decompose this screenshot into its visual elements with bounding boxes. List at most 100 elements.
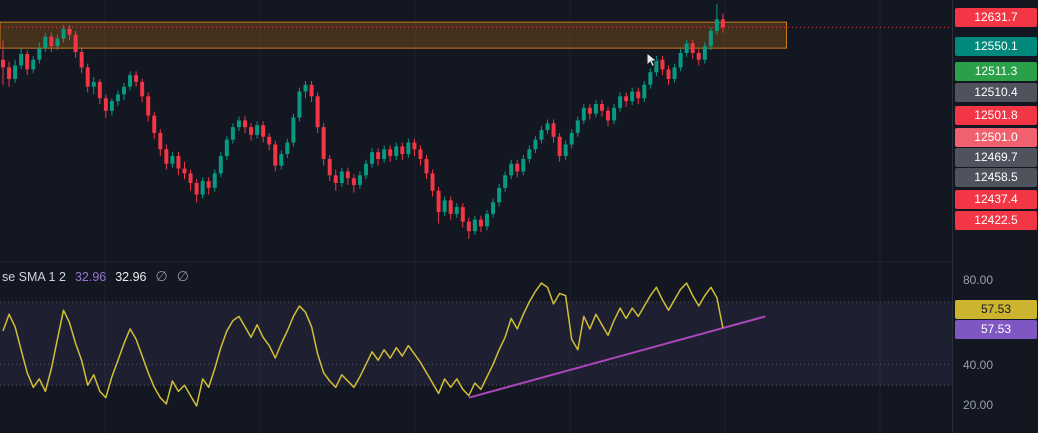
price-axis-label[interactable]: 12437.4 bbox=[955, 190, 1037, 209]
candle bbox=[436, 190, 441, 212]
candle bbox=[424, 158, 429, 174]
candle bbox=[128, 75, 133, 87]
candle bbox=[309, 84, 314, 97]
candle bbox=[7, 67, 12, 79]
candle bbox=[618, 96, 623, 108]
price-axis-label[interactable]: 12631.7 bbox=[955, 8, 1037, 27]
candle bbox=[103, 98, 108, 111]
price-axis-label[interactable]: 12501.0 bbox=[955, 128, 1037, 147]
candle bbox=[690, 43, 695, 53]
candle bbox=[581, 107, 586, 121]
candle bbox=[491, 202, 496, 214]
rsi-axis-tick: 80.00 bbox=[963, 273, 994, 287]
candle bbox=[200, 181, 205, 195]
candle bbox=[642, 84, 647, 99]
candle bbox=[575, 120, 580, 133]
candle bbox=[442, 200, 447, 212]
price-pane[interactable] bbox=[0, 0, 952, 262]
price-axis-label[interactable]: 12550.1 bbox=[955, 37, 1037, 56]
price-axis-label[interactable]: 12422.5 bbox=[955, 211, 1037, 230]
candle bbox=[243, 120, 247, 128]
rsi-pane[interactable] bbox=[0, 262, 952, 433]
candle bbox=[448, 200, 453, 214]
candle bbox=[146, 96, 151, 116]
supply-zone[interactable] bbox=[0, 21, 787, 49]
candle bbox=[315, 96, 320, 128]
candle bbox=[327, 158, 332, 176]
candle bbox=[460, 207, 465, 222]
candle bbox=[255, 125, 260, 135]
candle bbox=[55, 38, 60, 47]
candle bbox=[176, 156, 181, 169]
candle bbox=[503, 175, 508, 188]
candle bbox=[279, 154, 284, 166]
candle bbox=[1, 59, 5, 68]
candle bbox=[134, 75, 139, 82]
candle bbox=[654, 59, 659, 73]
candle bbox=[122, 86, 126, 95]
price-axis-label[interactable]: 12501.8 bbox=[955, 106, 1037, 125]
candle bbox=[79, 52, 84, 68]
empty-set-icon[interactable]: ∅ bbox=[176, 268, 189, 284]
candle bbox=[430, 173, 435, 191]
candle bbox=[73, 34, 78, 53]
candle bbox=[339, 171, 344, 184]
candle bbox=[720, 19, 725, 28]
candle bbox=[400, 146, 405, 155]
candle bbox=[321, 127, 326, 159]
indicator-title[interactable]: se SMA 1 2 bbox=[2, 269, 66, 284]
price-axis-label[interactable]: 12510.4 bbox=[955, 83, 1037, 102]
candle bbox=[230, 127, 235, 140]
candle bbox=[140, 81, 145, 97]
indicator-legend: se SMA 1 2 32.96 32.96 ∅ ∅ bbox=[2, 268, 189, 285]
candle bbox=[684, 43, 689, 53]
candle bbox=[612, 107, 617, 121]
candle bbox=[539, 130, 544, 140]
mouse-cursor-icon bbox=[646, 52, 658, 68]
candle bbox=[97, 81, 102, 99]
candle bbox=[497, 187, 502, 203]
candle bbox=[551, 123, 556, 137]
candle bbox=[630, 91, 635, 102]
indicator-value-secondary: 32.96 bbox=[115, 269, 147, 284]
candle bbox=[563, 144, 568, 157]
rsi-value-badge: 57.53 bbox=[955, 320, 1037, 339]
candle bbox=[394, 146, 399, 157]
candle bbox=[678, 52, 683, 68]
candle bbox=[527, 149, 532, 159]
candle bbox=[218, 156, 223, 174]
candle bbox=[357, 175, 362, 185]
candle bbox=[109, 101, 114, 111]
candle bbox=[376, 152, 381, 159]
price-axis[interactable]: 12631.7 12550.1 12511.3 12510.4 12501.8 12501… bbox=[952, 0, 1038, 433]
price-axis-label[interactable]: 12511.3 bbox=[955, 62, 1037, 81]
candle bbox=[351, 178, 356, 185]
trend-line[interactable] bbox=[468, 315, 766, 399]
candle bbox=[206, 181, 211, 188]
candle bbox=[406, 142, 411, 155]
price-axis-label[interactable]: 12469.7 bbox=[955, 148, 1037, 167]
candle bbox=[224, 139, 229, 157]
candle bbox=[599, 104, 604, 111]
candle bbox=[472, 219, 477, 232]
candle bbox=[158, 132, 163, 150]
candle bbox=[273, 144, 278, 166]
pane-separator[interactable] bbox=[0, 261, 952, 262]
candle bbox=[61, 28, 66, 39]
rsi-band bbox=[0, 301, 952, 386]
candle bbox=[382, 149, 387, 159]
candle bbox=[49, 36, 54, 47]
candle bbox=[702, 46, 707, 60]
price-axis-label[interactable]: 12458.5 bbox=[955, 168, 1037, 187]
candle bbox=[624, 96, 629, 102]
empty-set-icon[interactable]: ∅ bbox=[155, 268, 168, 284]
rsi-axis-tick: 40.00 bbox=[963, 358, 994, 372]
candle bbox=[261, 125, 266, 137]
candle bbox=[672, 67, 677, 79]
candle bbox=[345, 171, 350, 179]
candle bbox=[333, 175, 338, 184]
candle bbox=[67, 28, 72, 35]
rsi-line[interactable] bbox=[2, 282, 724, 407]
candle bbox=[164, 149, 169, 164]
